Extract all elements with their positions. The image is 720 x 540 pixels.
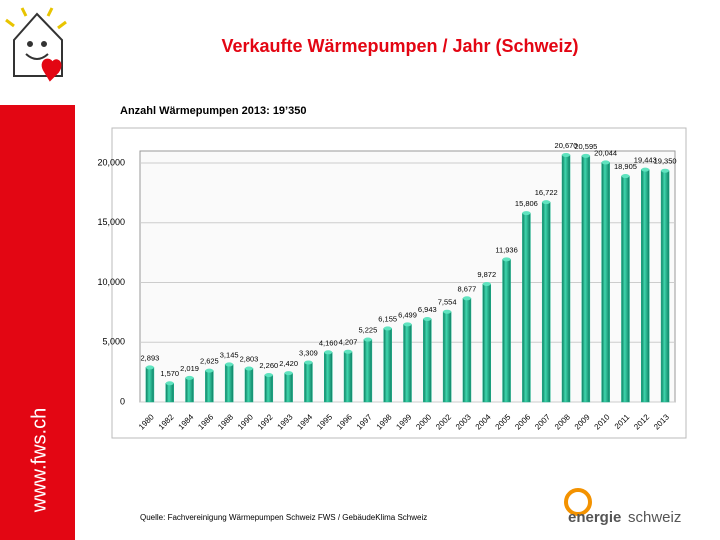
value-label: 11,936	[495, 245, 517, 254]
bar	[165, 382, 174, 403]
value-label: 2,803	[240, 354, 259, 363]
bar-cap	[165, 381, 174, 386]
bar	[641, 169, 650, 403]
bar	[244, 368, 254, 403]
bar	[363, 339, 373, 403]
bar-cap	[383, 326, 392, 331]
y-tick-label: 20,000	[97, 157, 125, 167]
fws-logo	[5, 7, 67, 82]
logo-part1: energie	[568, 509, 621, 526]
bar	[541, 201, 551, 403]
y-tick-label: 5,000	[102, 337, 125, 347]
bar-cap	[443, 309, 452, 314]
value-label: 18,905	[614, 162, 637, 171]
value-label: 7,554	[438, 298, 457, 307]
bar-cap	[661, 168, 670, 173]
bar	[561, 154, 571, 403]
y-tick-label: 15,000	[97, 217, 125, 227]
value-label: 16,722	[535, 188, 558, 197]
value-label: 15,806	[515, 199, 538, 208]
value-label: 3,309	[299, 348, 318, 357]
bar-cap	[185, 375, 194, 380]
value-label: 6,155	[378, 314, 397, 323]
sidebar	[0, 105, 75, 540]
y-tick-label: 0	[120, 396, 125, 406]
value-label: 1,570	[160, 369, 179, 378]
value-label: 6,943	[418, 305, 437, 314]
bar-cap	[482, 282, 491, 287]
value-label: 4,160	[319, 338, 338, 347]
bar	[660, 170, 670, 403]
bar-cap	[502, 257, 511, 262]
value-label: 6,499	[398, 310, 417, 319]
value-label: 2,019	[180, 364, 199, 373]
bar	[462, 298, 472, 403]
chart-subtitle: Anzahl Wärmepumpen 2013: 19’350	[120, 105, 306, 117]
bar	[304, 362, 313, 403]
bar	[621, 175, 630, 403]
bar	[601, 162, 610, 403]
bar-cap	[304, 360, 313, 365]
value-label: 2,893	[141, 353, 160, 362]
energie-logo: energie schweiz	[564, 488, 681, 526]
bar	[224, 364, 234, 403]
bar-cap	[244, 366, 253, 371]
bar-cap	[363, 337, 372, 342]
value-label: 8,677	[458, 284, 477, 293]
value-label: 20,595	[574, 142, 597, 151]
logo-part2: schweiz	[628, 509, 681, 526]
y-tick-label: 10,000	[97, 277, 125, 287]
sidebar-url: www.fws.ch	[28, 408, 50, 513]
bar-cap	[205, 368, 214, 373]
bar	[343, 351, 353, 403]
value-label: 5,225	[358, 326, 377, 335]
bar	[581, 155, 591, 403]
bar	[423, 318, 432, 403]
bar-cap	[562, 152, 571, 157]
value-label: 3,145	[220, 350, 239, 359]
bar-cap	[641, 167, 650, 172]
value-label: 2,260	[259, 361, 278, 370]
bar-cap	[423, 317, 432, 322]
bar-cap	[621, 174, 630, 179]
value-label: 20,670	[555, 141, 578, 150]
bar-cap	[344, 349, 353, 354]
bar-cap	[225, 362, 234, 367]
bar	[482, 283, 492, 403]
bar	[383, 328, 392, 403]
bar-cap	[542, 200, 551, 205]
bar-cap	[284, 371, 293, 376]
bar-cap	[601, 160, 610, 165]
bar-cap	[264, 372, 273, 377]
bar	[284, 372, 293, 403]
value-label: 19,443	[634, 156, 657, 165]
bar-cap	[145, 365, 154, 370]
value-label: 20,044	[594, 148, 617, 157]
source: Quelle: Fachvereinigung Wärmepumpen Schw…	[140, 513, 427, 522]
bar	[502, 259, 511, 403]
bar	[264, 374, 274, 403]
bar-cap	[324, 350, 333, 355]
bar-cap	[403, 322, 412, 327]
value-label: 2,625	[200, 357, 219, 366]
value-label: 2,420	[279, 359, 298, 368]
bar	[323, 352, 333, 403]
value-label: 19,350	[654, 157, 677, 166]
bar-cap	[581, 153, 590, 158]
bar-cap	[522, 211, 531, 216]
value-label: 9,872	[477, 270, 496, 279]
bar	[145, 367, 155, 403]
bar	[403, 324, 412, 403]
chart-title: Verkaufte Wärmepumpen / Jahr (Schweiz)	[221, 36, 578, 56]
bar-cap	[462, 296, 471, 301]
value-label: 4,207	[339, 338, 358, 347]
bar	[205, 370, 214, 403]
bar	[185, 377, 194, 403]
bar	[522, 212, 531, 403]
bar	[442, 311, 452, 403]
